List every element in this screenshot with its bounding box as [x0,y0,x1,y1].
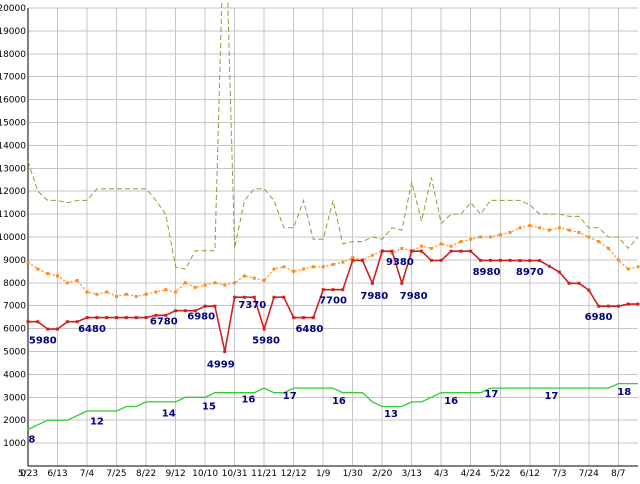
series-lowest-price-markers [26,249,640,354]
y-tick-label: 16000 [0,96,26,106]
point-label-store-count: 16 [444,396,458,407]
y-tick-label: 9000 [3,256,26,266]
x-tick-label: 6/12 [520,469,540,479]
y-tick-label: 18000 [0,50,26,60]
y-tick-label: 17000 [0,73,26,83]
gridlines [27,7,638,466]
series-store-count [27,382,638,430]
point-labels: 5980 6480 6780 6980 4999 7370 5980 6480 7700 7980… [28,257,631,446]
x-tick-label: 9/12 [165,469,185,479]
point-label-lowest-price: 8980 [473,267,501,278]
y-tick-label: 12000 [0,187,26,197]
y-tick-label: 0 [20,469,26,479]
x-tick-label: 1/30 [343,469,363,479]
x-tick-label: 4/3 [434,469,448,479]
y-tick-label: 13000 [0,164,26,174]
series-lines [26,0,640,430]
y-tick-label: 6000 [3,325,26,335]
x-tick-label: 7/25 [106,469,126,479]
point-label-lowest-price: 6480 [78,324,106,335]
point-label-lowest-price: 4999 [207,360,235,371]
y-tick-label: 10000 [0,233,26,243]
x-tick-label: 7/3 [552,469,566,479]
x-axis-labels: 5/23 6/13 7/4 7/25 8/22 9/12 10/10 10/31 11/21 12… [18,469,626,479]
point-label-lowest-price: 6780 [150,317,178,328]
y-tick-label: 14000 [0,141,26,151]
point-label-lowest-price: 6980 [585,312,613,323]
point-label-store-count: 15 [202,402,216,413]
point-label-lowest-price: 7980 [360,291,388,302]
point-label-lowest-price: 7980 [400,291,428,302]
point-label-store-count: 8 [28,435,35,446]
point-label-store-count: 12 [90,416,104,427]
x-tick-label: 3/13 [402,469,422,479]
y-tick-label: 2000 [3,416,26,426]
point-label-store-count: 13 [384,409,398,420]
point-label-lowest-price: 7700 [319,295,347,306]
x-tick-label: 4/24 [461,469,481,479]
x-tick-label: 11/21 [251,469,277,479]
x-tick-label: 7/24 [579,469,599,479]
series-average-price-markers [26,224,640,299]
point-label-lowest-price: 7370 [238,300,266,311]
x-tick-label: 8/22 [136,469,156,479]
series-average-price [26,224,640,299]
y-tick-label: 8000 [3,279,26,289]
axes [27,8,638,467]
point-label-store-count: 16 [332,396,346,407]
x-tick-label: 8/7 [611,469,625,479]
series-highest-price [27,0,639,270]
x-tick-label: 10/31 [222,469,248,479]
point-label-lowest-price: 6980 [187,312,215,323]
point-label-store-count: 16 [241,395,255,406]
y-tick-label: 3000 [3,393,26,403]
x-tick-label: 2/20 [372,469,392,479]
x-tick-label: 7/4 [80,469,95,479]
point-label-lowest-price: 5980 [29,336,57,347]
y-tick-label: 5000 [3,348,26,358]
series-lowest-price [26,249,640,354]
y-tick-label: 19000 [0,27,26,37]
y-tick-label: 15000 [0,119,26,129]
point-label-lowest-price: 5980 [252,336,280,347]
y-tick-label: 4000 [3,370,26,380]
point-label-store-count: 17 [484,389,498,400]
x-tick-label: 6/13 [47,469,67,479]
x-tick-label: 10/10 [192,469,218,479]
y-tick-label: 1000 [3,439,26,449]
y-tick-label: 11000 [0,210,26,220]
x-tick-label: 1/9 [316,469,331,479]
y-tick-label: 20000 [0,4,26,14]
x-tick-label: 12/12 [281,469,307,479]
point-label-lowest-price: 6480 [295,324,323,335]
point-label-store-count: 17 [544,391,558,402]
point-label-lowest-price: 8970 [516,267,544,278]
point-label-store-count: 14 [162,408,176,419]
point-label-store-count: 18 [617,387,631,398]
x-tick-label: 5/22 [490,469,510,479]
y-tick-label: 7000 [3,302,26,312]
y-axis-labels: 0 1000 2000 3000 4000 5000 6000 7000 8000 9000 100… [0,4,26,479]
x-tick-label: 5/23 [18,469,38,479]
point-label-lowest-price: 9380 [386,257,414,268]
point-label-store-count: 17 [283,391,297,402]
